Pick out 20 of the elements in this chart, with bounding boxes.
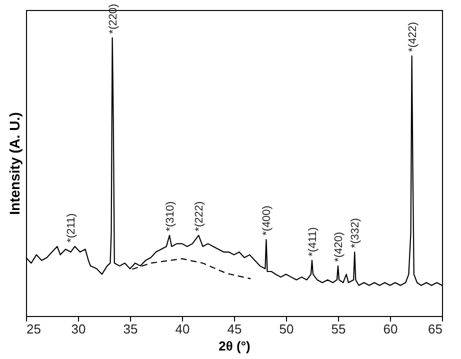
annotation: *(211) [66, 213, 78, 242]
annotation: *(411) [307, 227, 319, 256]
annotation: *(222) [194, 201, 206, 232]
annotation: *(220) [107, 4, 120, 34]
x-tick-label: 55 [331, 322, 346, 336]
x-tick-label: 25 [26, 322, 41, 336]
x-tick-label: 45 [227, 322, 242, 336]
annotation: *(422) [406, 22, 419, 52]
y-axis-title: Intensity (A. U.) [6, 112, 22, 215]
annotation: *(400) [261, 206, 274, 236]
x-axis-title: 2θ (°) [218, 338, 250, 354]
x-tick-label: 35 [123, 322, 138, 336]
x-tick-label: 40 [175, 322, 190, 336]
x-tick-label: 60 [383, 322, 398, 336]
x-tick-label: 50 [279, 322, 294, 336]
annotation: *(420) [333, 232, 345, 262]
x-tick-label: 65 [428, 322, 442, 336]
annotation: *(332) [350, 218, 362, 248]
annotation: *(310) [164, 201, 177, 232]
x-tick-label: 30 [71, 322, 86, 336]
